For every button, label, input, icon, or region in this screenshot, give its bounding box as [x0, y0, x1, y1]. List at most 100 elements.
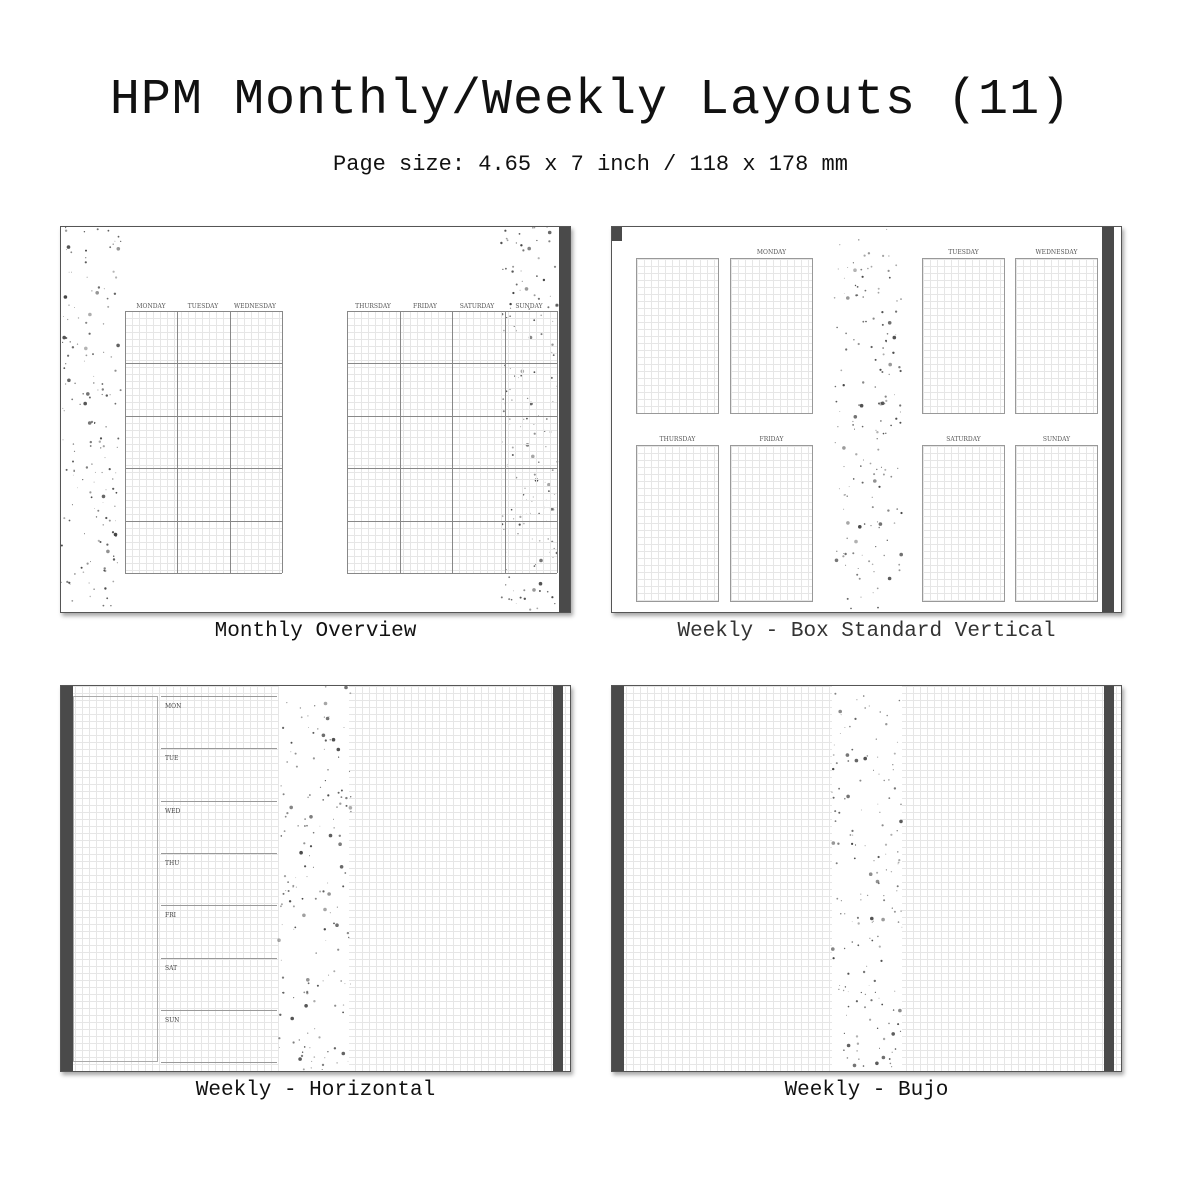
grid-line: [347, 573, 557, 574]
speckle-dot: [105, 394, 108, 397]
speckle-dot: [65, 249, 67, 251]
speckle-dot: [504, 229, 507, 232]
speckle-dot: [860, 465, 862, 467]
speckle-dot: [879, 368, 882, 371]
speckle-dot: [95, 291, 99, 295]
speckle-dot: [872, 592, 874, 594]
grid-line: [229, 311, 231, 573]
speckle-dot: [90, 561, 91, 563]
speckle-dot: [899, 421, 902, 424]
page-edge-strip: [1102, 227, 1114, 612]
speckle-dot: [104, 587, 107, 590]
speckle-dot: [61, 544, 63, 547]
speckle-dot: [66, 245, 71, 249]
speckle-dot: [863, 254, 866, 257]
speckle-dot: [892, 335, 897, 340]
speckle-dot: [116, 247, 121, 251]
speckle-dot: [853, 415, 858, 419]
speckle-dot: [886, 333, 889, 335]
speckle-dot: [79, 403, 81, 405]
speckle-dot: [843, 553, 845, 554]
speckle-dot: [63, 410, 65, 412]
speckle-dot: [62, 407, 64, 409]
speckle-dot: [861, 481, 864, 484]
speckle-dot: [520, 244, 523, 247]
speckle-dot: [842, 446, 846, 450]
grid-line: [557, 311, 558, 573]
speckle-dot: [887, 576, 892, 581]
speckle-dot: [880, 420, 882, 422]
day-label: WEDNESDAY: [1035, 249, 1078, 256]
speckle-dot: [93, 481, 95, 483]
speckle-dot: [114, 240, 116, 242]
speckle-dot: [97, 286, 101, 289]
speckle-dot: [505, 237, 508, 240]
speckle-dot: [521, 280, 523, 282]
speckle-dot: [844, 552, 847, 556]
speckle-dot: [94, 422, 96, 424]
page-title: HPM Monthly/Weekly Layouts (11): [109, 72, 1072, 129]
speckle-dot: [107, 229, 110, 232]
speckle-dot: [870, 525, 872, 527]
speckle-dot: [102, 323, 105, 325]
speckle-dot: [900, 298, 902, 300]
page-edge-strip: [559, 227, 570, 612]
speckle-dot: [836, 550, 838, 552]
speckle-dot: [113, 532, 118, 537]
speckle-dot: [876, 431, 879, 434]
speckle-dot: [512, 265, 515, 268]
speckle-dot: [85, 321, 88, 324]
speckle-dot: [868, 560, 871, 563]
speckle-dot: [506, 239, 509, 242]
speckle-dot: [875, 546, 877, 548]
speckle-dot: [88, 396, 91, 399]
speckle-dot: [887, 321, 892, 325]
grid-line: [125, 363, 282, 365]
speckle-dot: [853, 268, 857, 272]
speckle-dot: [74, 307, 75, 308]
speckle-dot: [836, 326, 838, 329]
speckle-dot: [888, 362, 892, 367]
speckle-dot: [896, 300, 898, 302]
day-row-line: [161, 748, 277, 750]
speckle-dot: [536, 239, 538, 242]
day-label: FRI: [165, 912, 177, 920]
speckle-dot: [86, 392, 90, 396]
speckle-dot: [880, 401, 885, 406]
grid-line: [347, 520, 557, 522]
speckle-dot: [850, 607, 852, 610]
speckle-dot: [885, 341, 887, 343]
speckle-dot: [83, 401, 87, 406]
speckle-dot: [858, 577, 861, 580]
speckle-dot: [884, 403, 886, 405]
speckle-dot: [886, 539, 888, 541]
speckle-dot: [65, 227, 67, 229]
day-label: SAT: [165, 964, 178, 972]
speckle-dot: [524, 287, 529, 291]
day-row-line: [161, 1009, 277, 1011]
speckle-dot: [882, 347, 884, 349]
speckle-dot: [68, 304, 70, 306]
speckle-dot: [900, 511, 903, 515]
speckle-dot: [85, 354, 88, 357]
speckle-dot: [843, 466, 845, 468]
speckle-dot: [103, 351, 105, 353]
speckle-dot: [546, 227, 548, 228]
monthly-overview-preview: MONDAY TUESDAY WEDNESDAY THURSDAY FRIDAY…: [60, 226, 571, 613]
speckle-dot: [102, 524, 104, 526]
speckle-dot: [103, 567, 106, 570]
speckle-dot: [845, 348, 848, 351]
speckle-dot: [553, 265, 557, 268]
grid-line: [347, 468, 557, 470]
speckle-dot: [854, 539, 858, 544]
speckle-dot: [555, 304, 559, 307]
speckle-dot: [888, 276, 891, 279]
speckle-dot: [76, 343, 79, 345]
speckle-dot: [888, 255, 890, 257]
speckle-dot: [115, 472, 117, 474]
speckle-dot: [72, 443, 75, 445]
speckle-dot: [898, 366, 901, 369]
speckle-dot: [91, 463, 93, 465]
speckle-dot: [876, 587, 879, 590]
speckle-dot: [97, 509, 100, 512]
